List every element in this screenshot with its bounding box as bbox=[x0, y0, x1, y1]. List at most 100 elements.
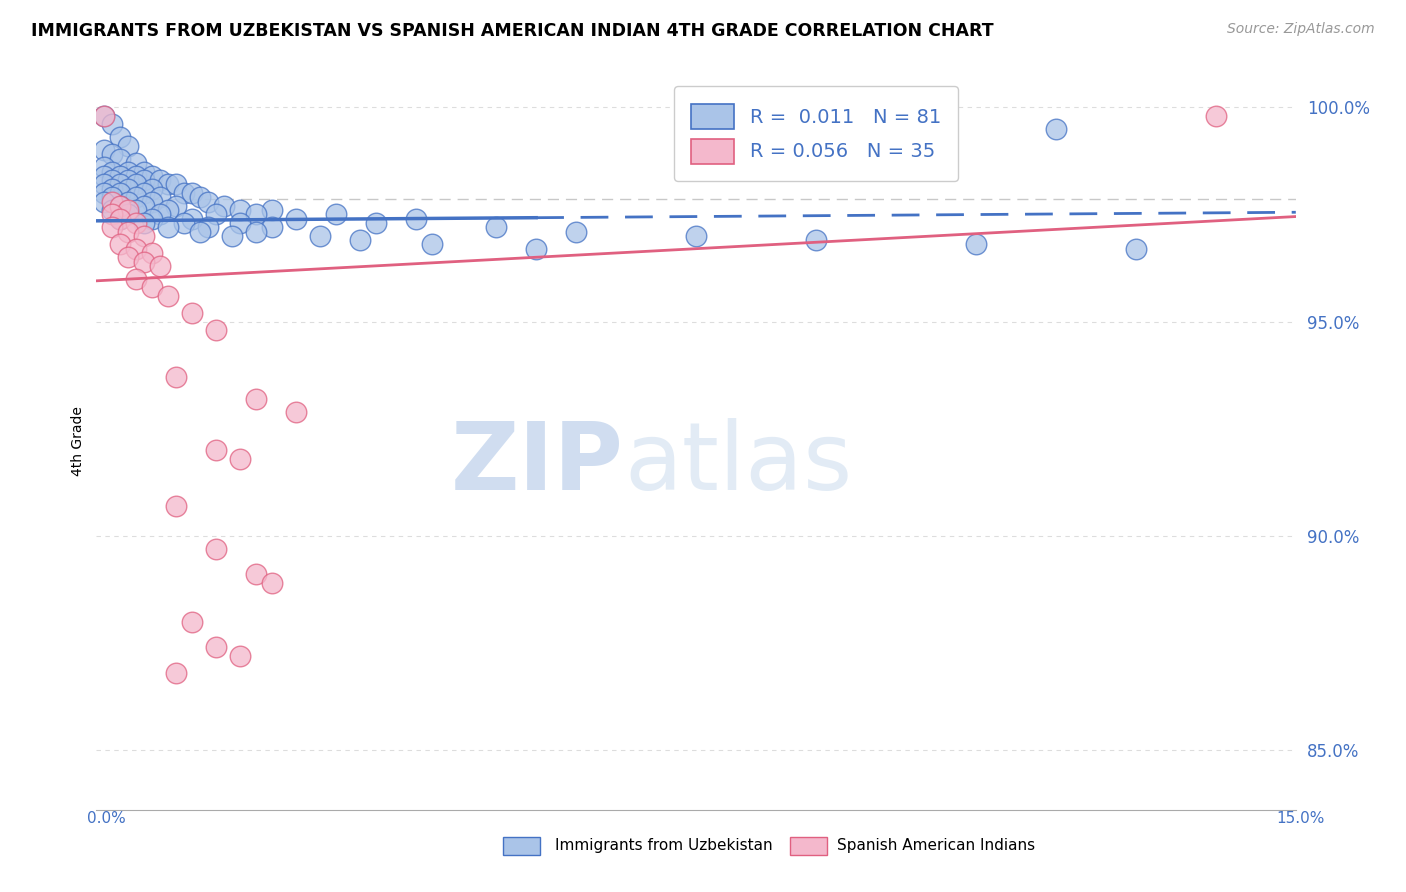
Y-axis label: 4th Grade: 4th Grade bbox=[72, 407, 86, 476]
Point bbox=[485, 220, 508, 235]
Point bbox=[285, 404, 308, 418]
Point bbox=[349, 233, 371, 247]
Text: IMMIGRANTS FROM UZBEKISTAN VS SPANISH AMERICAN INDIAN 4TH GRADE CORRELATION CHAR: IMMIGRANTS FROM UZBEKISTAN VS SPANISH AM… bbox=[31, 22, 994, 40]
Text: Spanish American Indians: Spanish American Indians bbox=[837, 838, 1035, 853]
Text: atlas: atlas bbox=[624, 417, 852, 509]
Text: 0.0%: 0.0% bbox=[87, 812, 127, 826]
Point bbox=[125, 156, 148, 170]
Point bbox=[149, 207, 172, 221]
Point bbox=[93, 194, 115, 209]
Point bbox=[134, 228, 156, 243]
Point bbox=[181, 615, 204, 629]
Point bbox=[205, 443, 228, 458]
Point bbox=[524, 242, 547, 256]
Point bbox=[965, 237, 987, 252]
Point bbox=[110, 169, 132, 183]
Point bbox=[93, 169, 115, 183]
Point bbox=[101, 182, 124, 196]
Point bbox=[93, 109, 115, 123]
Point bbox=[165, 499, 187, 513]
Point bbox=[110, 178, 132, 192]
Point bbox=[165, 178, 187, 192]
Point bbox=[134, 254, 156, 268]
Text: 15.0%: 15.0% bbox=[1277, 812, 1324, 826]
Point bbox=[245, 225, 267, 239]
Legend: R =  0.011   N = 81, R = 0.056   N = 35: R = 0.011 N = 81, R = 0.056 N = 35 bbox=[673, 87, 959, 181]
Point bbox=[141, 182, 163, 196]
Point bbox=[149, 259, 172, 273]
Point bbox=[420, 237, 443, 252]
Point bbox=[565, 225, 588, 239]
Point bbox=[181, 306, 204, 320]
Point bbox=[101, 190, 124, 204]
Point bbox=[117, 138, 139, 153]
Point bbox=[93, 161, 115, 175]
Point bbox=[101, 220, 124, 235]
Point bbox=[157, 178, 180, 192]
Point bbox=[110, 199, 132, 213]
Point bbox=[117, 173, 139, 187]
Text: Source: ZipAtlas.com: Source: ZipAtlas.com bbox=[1227, 22, 1375, 37]
Point bbox=[125, 203, 148, 218]
Point bbox=[110, 211, 132, 226]
Point bbox=[93, 109, 115, 123]
Point bbox=[141, 169, 163, 183]
Point bbox=[229, 203, 252, 218]
Point bbox=[165, 370, 187, 384]
Point bbox=[117, 225, 139, 239]
Point bbox=[157, 289, 180, 303]
Point bbox=[157, 220, 180, 235]
Point bbox=[110, 199, 132, 213]
Point bbox=[366, 216, 388, 230]
Point bbox=[229, 648, 252, 663]
Point bbox=[101, 207, 124, 221]
Point bbox=[309, 228, 332, 243]
Point bbox=[804, 233, 827, 247]
Point bbox=[117, 182, 139, 196]
Point bbox=[205, 207, 228, 221]
Point bbox=[221, 228, 243, 243]
Point bbox=[101, 117, 124, 131]
Point bbox=[110, 152, 132, 166]
Point bbox=[134, 186, 156, 200]
Point bbox=[117, 194, 139, 209]
Point bbox=[101, 173, 124, 187]
Point bbox=[117, 203, 139, 218]
Point bbox=[325, 207, 347, 221]
Point bbox=[141, 211, 163, 226]
Point bbox=[125, 216, 148, 230]
Point bbox=[165, 665, 187, 680]
Point bbox=[141, 280, 163, 294]
Point bbox=[149, 190, 172, 204]
Point bbox=[101, 147, 124, 161]
Point bbox=[405, 211, 427, 226]
Point bbox=[262, 203, 284, 218]
Point bbox=[125, 169, 148, 183]
Point bbox=[93, 186, 115, 200]
Point bbox=[101, 194, 124, 209]
Point bbox=[214, 199, 236, 213]
Point bbox=[181, 186, 204, 200]
Point bbox=[1045, 121, 1067, 136]
Point bbox=[110, 237, 132, 252]
Point bbox=[285, 211, 308, 226]
Point bbox=[134, 164, 156, 178]
Point bbox=[188, 225, 211, 239]
Point bbox=[197, 194, 219, 209]
Point bbox=[149, 173, 172, 187]
Point bbox=[93, 178, 115, 192]
Point bbox=[117, 207, 139, 221]
Point bbox=[117, 250, 139, 264]
Point bbox=[157, 203, 180, 218]
Point bbox=[117, 164, 139, 178]
Point bbox=[197, 220, 219, 235]
Point bbox=[685, 228, 707, 243]
Text: Immigrants from Uzbekistan: Immigrants from Uzbekistan bbox=[555, 838, 773, 853]
Point bbox=[181, 211, 204, 226]
Point bbox=[110, 130, 132, 145]
Point bbox=[110, 211, 132, 226]
Point bbox=[165, 199, 187, 213]
Point bbox=[125, 271, 148, 285]
Point bbox=[229, 451, 252, 466]
Point bbox=[245, 567, 267, 582]
